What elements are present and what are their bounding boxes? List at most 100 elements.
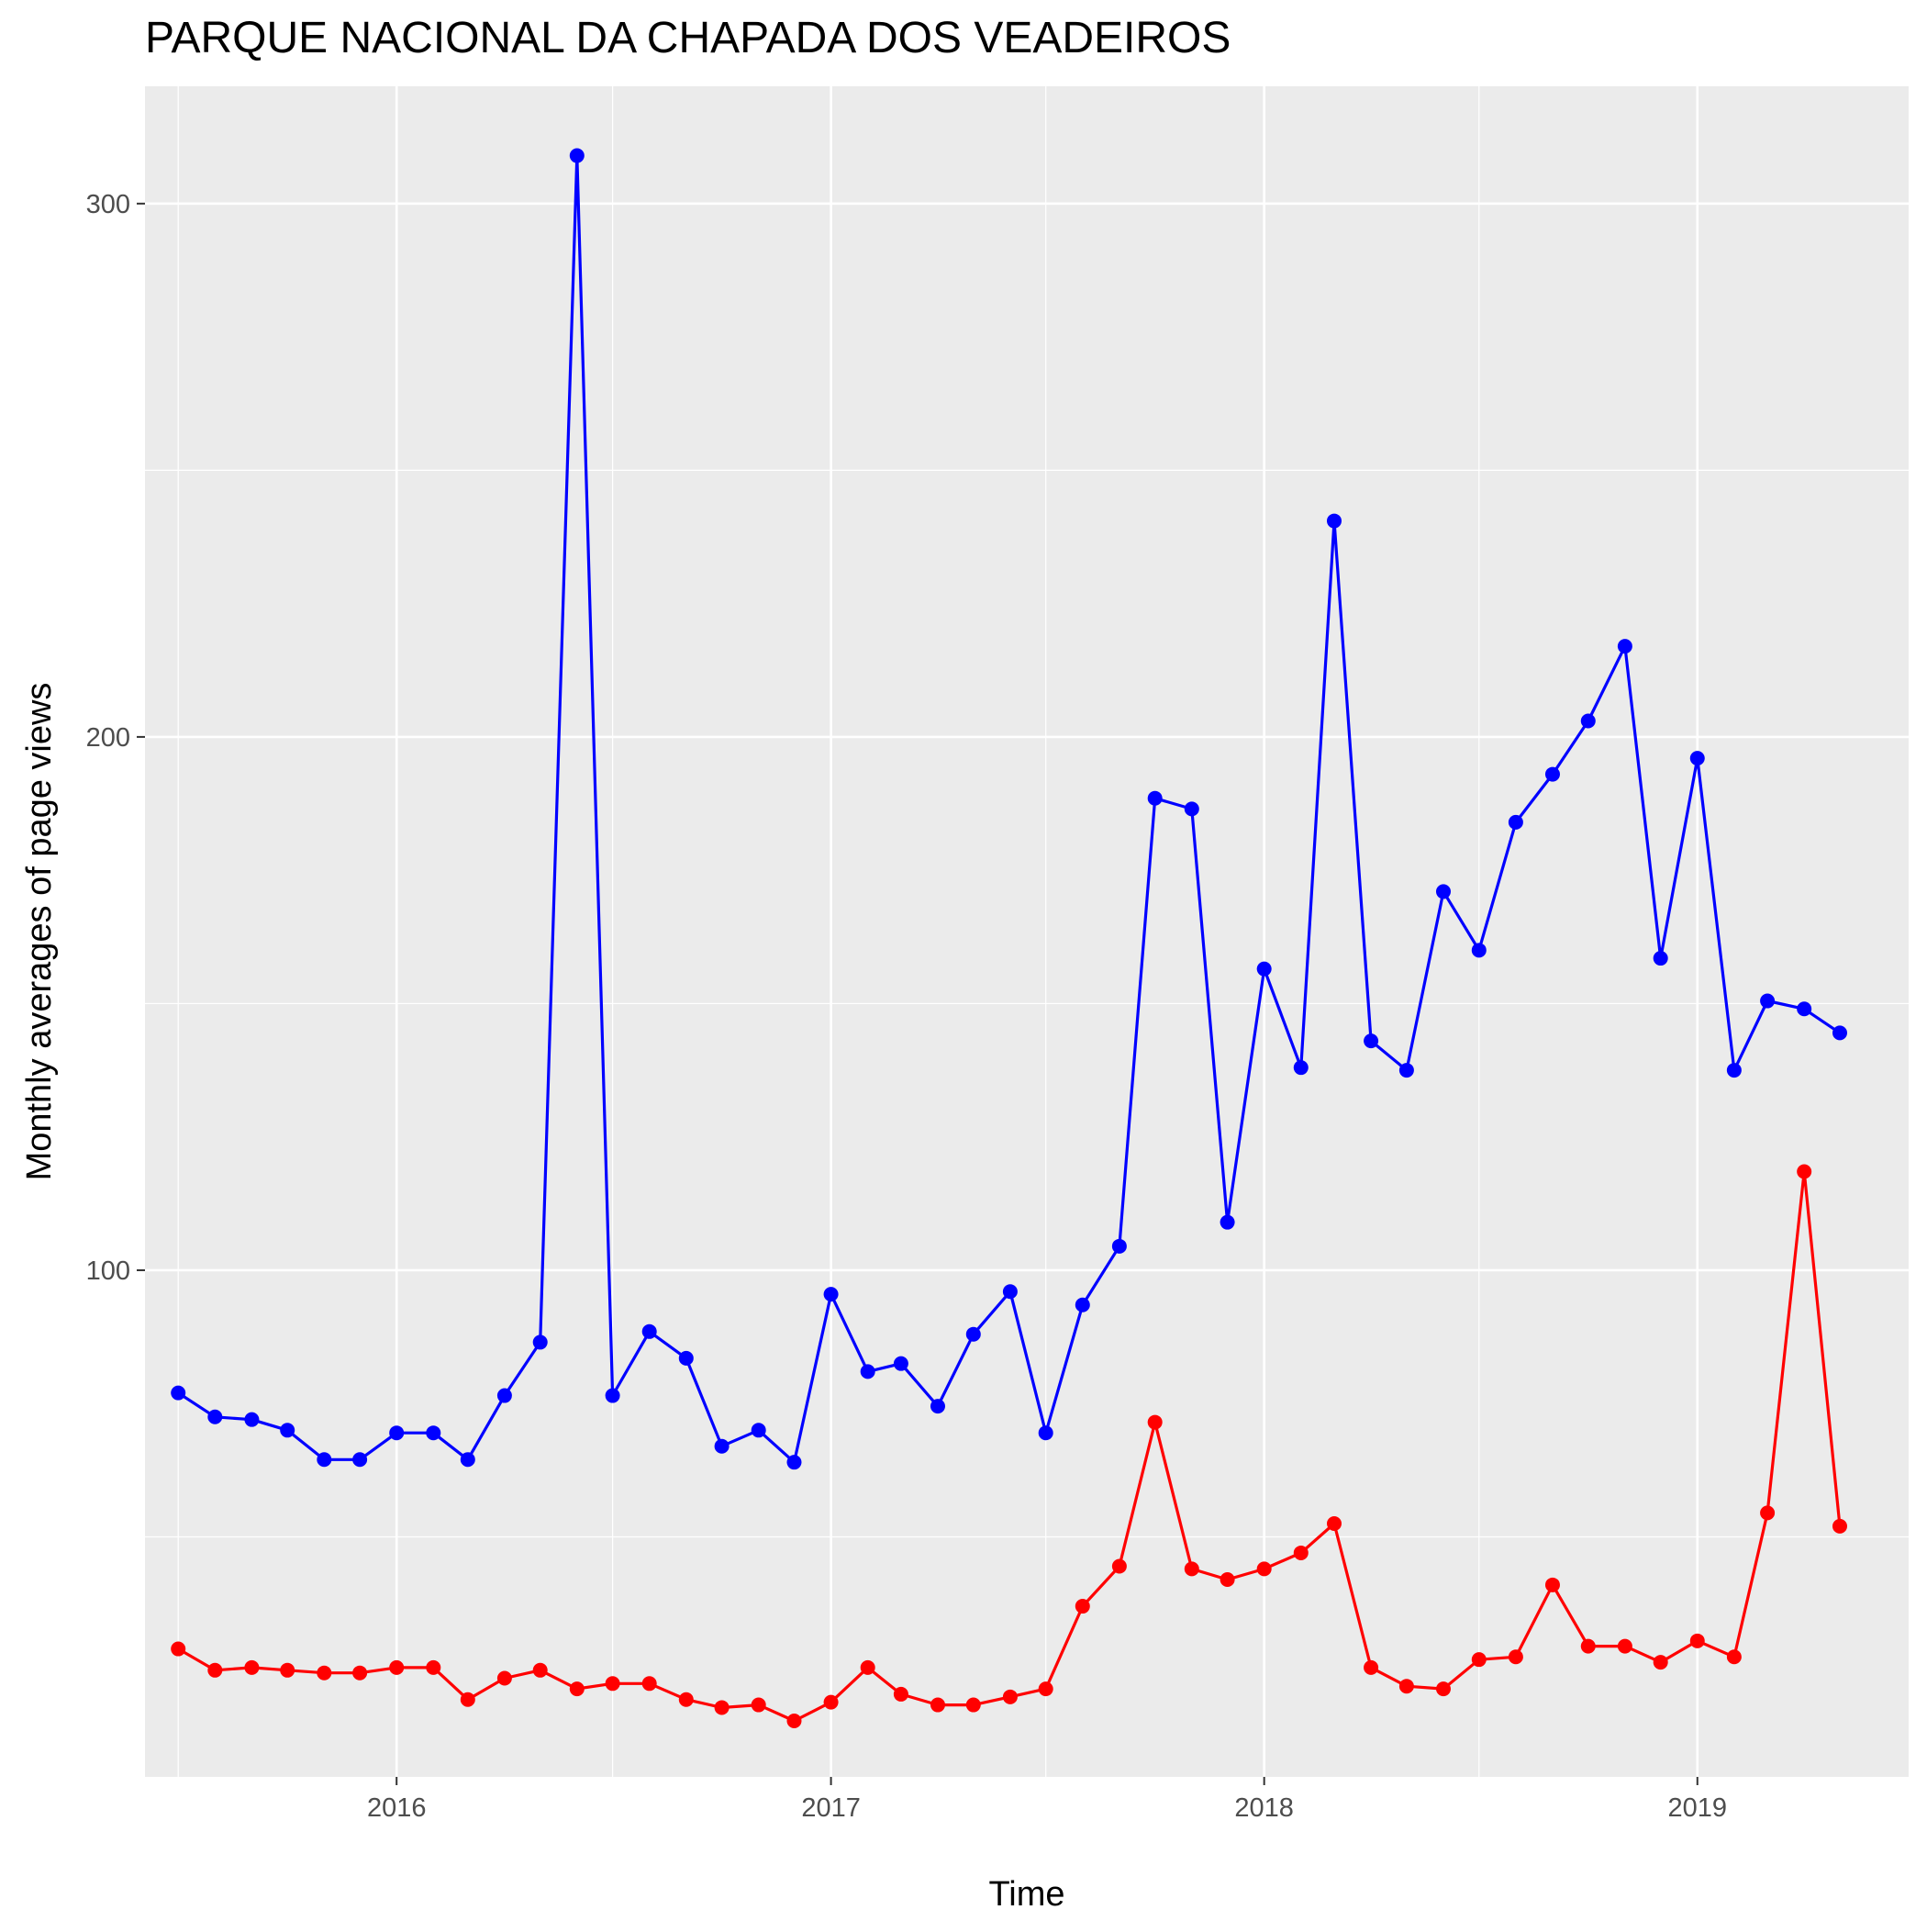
series-1-point xyxy=(1293,1060,1309,1076)
series-1-point xyxy=(1398,1063,1414,1078)
series-1-point xyxy=(1364,1033,1379,1049)
series-1-point xyxy=(965,1326,981,1342)
series-2-point xyxy=(1398,1679,1414,1694)
series-1-point xyxy=(1508,814,1523,830)
series-1-point xyxy=(1797,1001,1812,1017)
series-2-point xyxy=(786,1713,802,1728)
series-2-point xyxy=(1471,1652,1487,1668)
series-2-point xyxy=(352,1665,368,1681)
series-1-point xyxy=(823,1287,839,1302)
series-2-point xyxy=(1617,1638,1632,1654)
x-tick-label: 2019 xyxy=(1668,1793,1728,1823)
x-tick-label: 2018 xyxy=(1234,1793,1294,1823)
series-2-point xyxy=(1689,1633,1705,1648)
series-1-point xyxy=(1111,1238,1127,1254)
series-1-point xyxy=(860,1364,875,1379)
series-2-point xyxy=(207,1662,223,1678)
series-1-point xyxy=(641,1323,657,1339)
series-2-point xyxy=(317,1665,332,1681)
series-1-point xyxy=(1038,1425,1053,1441)
series-1-point xyxy=(460,1452,475,1468)
y-axis-title: Monthly averages of page views xyxy=(20,683,59,1181)
series-1-point xyxy=(751,1423,766,1438)
series-2-point xyxy=(1760,1505,1776,1521)
series-1-point xyxy=(1002,1284,1018,1300)
series-1-point xyxy=(389,1425,405,1441)
series-2-point xyxy=(1147,1414,1163,1430)
series-2-point xyxy=(1256,1561,1272,1577)
series-1-point xyxy=(1147,790,1163,806)
series-2-point xyxy=(930,1697,945,1713)
series-1-point xyxy=(426,1425,441,1441)
series-1-point xyxy=(1256,961,1272,977)
series-2-point xyxy=(1326,1515,1342,1531)
series-1-point xyxy=(1653,951,1668,966)
series-1-point xyxy=(1220,1214,1235,1230)
series-2-point xyxy=(1580,1638,1596,1654)
series-1-point xyxy=(1471,943,1487,958)
y-tick-label: 200 xyxy=(86,723,130,753)
series-2-point xyxy=(1364,1659,1379,1675)
y-tick-label: 100 xyxy=(86,1256,130,1286)
series-1-point xyxy=(1832,1025,1847,1041)
series-2-point xyxy=(1726,1649,1742,1665)
x-axis: 2016 2017 2018 2019 xyxy=(367,1777,1727,1823)
series-2-point xyxy=(1832,1518,1847,1534)
series-2-point xyxy=(280,1662,295,1678)
chart-title: PARQUE NACIONAL DA CHAPADA DOS VEADEIROS xyxy=(145,14,1231,62)
grid-minor xyxy=(145,86,1909,1777)
series-1-point xyxy=(1689,751,1705,766)
y-axis: 100 200 300 xyxy=(86,190,145,1286)
series-2-point xyxy=(893,1686,908,1702)
series-2-point xyxy=(605,1676,620,1692)
series-1-point xyxy=(1726,1063,1742,1078)
series-2-point xyxy=(496,1670,512,1686)
x-tick-label: 2017 xyxy=(801,1793,861,1823)
series-2-point xyxy=(1435,1681,1451,1697)
series-1-point xyxy=(532,1335,548,1350)
series-2-point xyxy=(460,1692,475,1707)
series-1-point xyxy=(1580,713,1596,729)
series-1-point xyxy=(605,1388,620,1403)
series-2-point xyxy=(1220,1572,1235,1588)
grid-major xyxy=(145,86,1909,1777)
y-tick-label: 300 xyxy=(86,190,130,219)
series-2-point xyxy=(426,1659,441,1675)
series-2-point xyxy=(678,1692,694,1707)
series-1-point xyxy=(678,1350,694,1366)
series-1-point xyxy=(171,1385,186,1401)
series-1-point xyxy=(714,1438,730,1454)
series-2-point xyxy=(1184,1561,1199,1577)
series-1-point xyxy=(496,1388,512,1403)
series-layer xyxy=(171,148,1847,1728)
series-2-point xyxy=(244,1659,260,1675)
series-2-point xyxy=(1002,1689,1018,1704)
series-2-point xyxy=(569,1681,585,1697)
series-1-point xyxy=(1760,993,1776,1009)
series-2-point xyxy=(823,1694,839,1710)
series-2-point xyxy=(171,1641,186,1657)
series-1-point xyxy=(207,1409,223,1424)
series-1-point xyxy=(1544,766,1560,782)
x-tick-label: 2016 xyxy=(367,1793,427,1823)
series-2-point xyxy=(1293,1545,1309,1560)
series-2-point xyxy=(1508,1649,1523,1665)
series-1-point xyxy=(317,1452,332,1468)
series-1-point xyxy=(786,1455,802,1470)
series-2-point xyxy=(641,1676,657,1692)
series-1-point xyxy=(569,148,585,163)
series-1-point xyxy=(352,1452,368,1468)
series-1-point xyxy=(1184,801,1199,817)
series-1-point xyxy=(1435,884,1451,899)
series-2-point xyxy=(1038,1681,1053,1697)
series-2-point xyxy=(965,1697,981,1713)
series-2-point xyxy=(1797,1164,1812,1179)
series-2-point xyxy=(860,1659,875,1675)
series-1-point xyxy=(1326,513,1342,529)
series-2-point xyxy=(714,1700,730,1715)
plot-background xyxy=(145,86,1909,1777)
series-1-point xyxy=(1617,639,1632,654)
x-axis-title: Time xyxy=(988,1875,1064,1914)
